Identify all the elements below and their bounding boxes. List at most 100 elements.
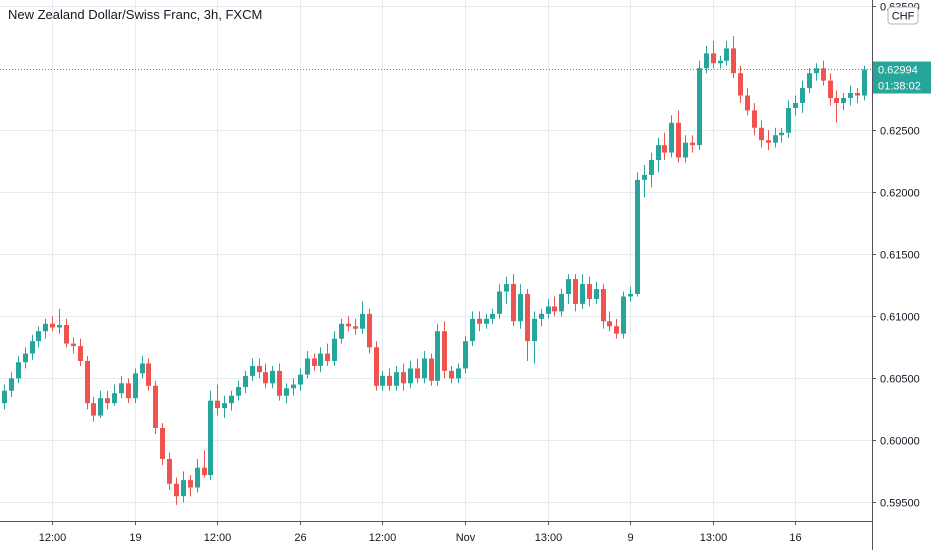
candle-body — [360, 313, 365, 329]
candle — [353, 318, 358, 335]
candle-body — [140, 363, 145, 374]
candle-body — [807, 73, 812, 89]
candle — [98, 390, 103, 419]
candle-body — [697, 68, 702, 146]
candle-body — [525, 293, 530, 342]
candle — [855, 88, 860, 103]
candle — [724, 40, 729, 66]
candle-body — [724, 48, 729, 61]
y-tick-label: 0.62000 — [880, 188, 920, 200]
candle — [23, 347, 28, 369]
candle — [504, 276, 509, 304]
candle — [704, 45, 709, 74]
candle-body — [463, 341, 468, 369]
candle — [188, 475, 193, 497]
candle-body — [284, 388, 289, 396]
candle-body — [607, 321, 612, 327]
candle — [580, 274, 585, 309]
candle — [484, 313, 489, 329]
candle-body — [195, 467, 200, 488]
candle-body — [442, 331, 447, 371]
candle — [305, 351, 310, 379]
candle-body — [23, 353, 28, 363]
candle-body — [91, 403, 96, 416]
candle-body — [435, 331, 440, 381]
candle-body — [731, 48, 736, 74]
candle — [105, 390, 110, 410]
candle-body — [202, 467, 207, 476]
candle — [759, 120, 764, 148]
candle — [401, 363, 406, 391]
candle-body — [43, 323, 48, 332]
x-tick-label: 19 — [129, 532, 141, 544]
candle — [119, 375, 124, 399]
candle-body — [752, 110, 757, 128]
x-tick-label: 12:00 — [369, 532, 397, 544]
y-tick-label: 0.60500 — [880, 374, 920, 386]
candle — [697, 60, 702, 151]
candle — [779, 127, 784, 143]
candle-body — [2, 390, 7, 404]
candle-body — [291, 384, 296, 389]
candle — [573, 274, 578, 312]
candle-body — [704, 53, 709, 69]
candle — [601, 284, 606, 329]
candle-body — [552, 306, 557, 312]
candle-body — [573, 279, 578, 304]
candle — [539, 308, 544, 327]
candle-body — [546, 306, 551, 314]
candle — [263, 363, 268, 389]
candle-body — [676, 122, 681, 158]
candle — [662, 132, 667, 161]
candle-body — [532, 318, 537, 342]
candle-body — [263, 372, 268, 384]
candle — [587, 276, 592, 307]
candle-body — [656, 145, 661, 161]
candle-body — [834, 97, 839, 103]
candle-body — [449, 370, 454, 379]
x-tick-label: Nov — [456, 532, 476, 544]
candle-body — [601, 289, 606, 322]
candle — [374, 341, 379, 391]
candle-body — [167, 458, 172, 484]
candle-body — [71, 343, 76, 347]
y-tick-label: 0.60000 — [880, 436, 920, 448]
candle — [50, 316, 55, 332]
candle-body — [367, 313, 372, 348]
candle — [43, 318, 48, 339]
candle — [422, 351, 427, 384]
candle-body — [635, 179, 640, 294]
candle-body — [305, 358, 310, 375]
candle — [250, 358, 255, 381]
candle-body — [325, 353, 330, 361]
candle — [773, 127, 778, 148]
candle — [394, 365, 399, 391]
candle — [160, 423, 165, 466]
candle-body — [181, 480, 186, 497]
candle-body — [490, 313, 495, 319]
candle-body — [64, 325, 69, 344]
candle — [339, 318, 344, 344]
candle — [546, 298, 551, 319]
candle — [133, 368, 138, 404]
y-tick-label: 0.62500 — [880, 126, 920, 138]
candle — [745, 88, 750, 116]
candle-body — [174, 483, 179, 497]
candle-body — [539, 313, 544, 319]
candle-body — [243, 375, 248, 388]
candle-body — [511, 284, 516, 322]
candle — [236, 380, 241, 401]
candle — [786, 100, 791, 138]
candle — [793, 95, 798, 116]
candle-body — [298, 374, 303, 385]
candle-body — [50, 323, 55, 328]
currency-badge-text: CHF — [892, 11, 915, 23]
candle-body — [146, 363, 151, 386]
candle — [552, 296, 557, 317]
candle-body — [250, 365, 255, 376]
candle-body — [662, 145, 667, 153]
candle-body — [766, 140, 771, 143]
candle-body — [374, 347, 379, 386]
